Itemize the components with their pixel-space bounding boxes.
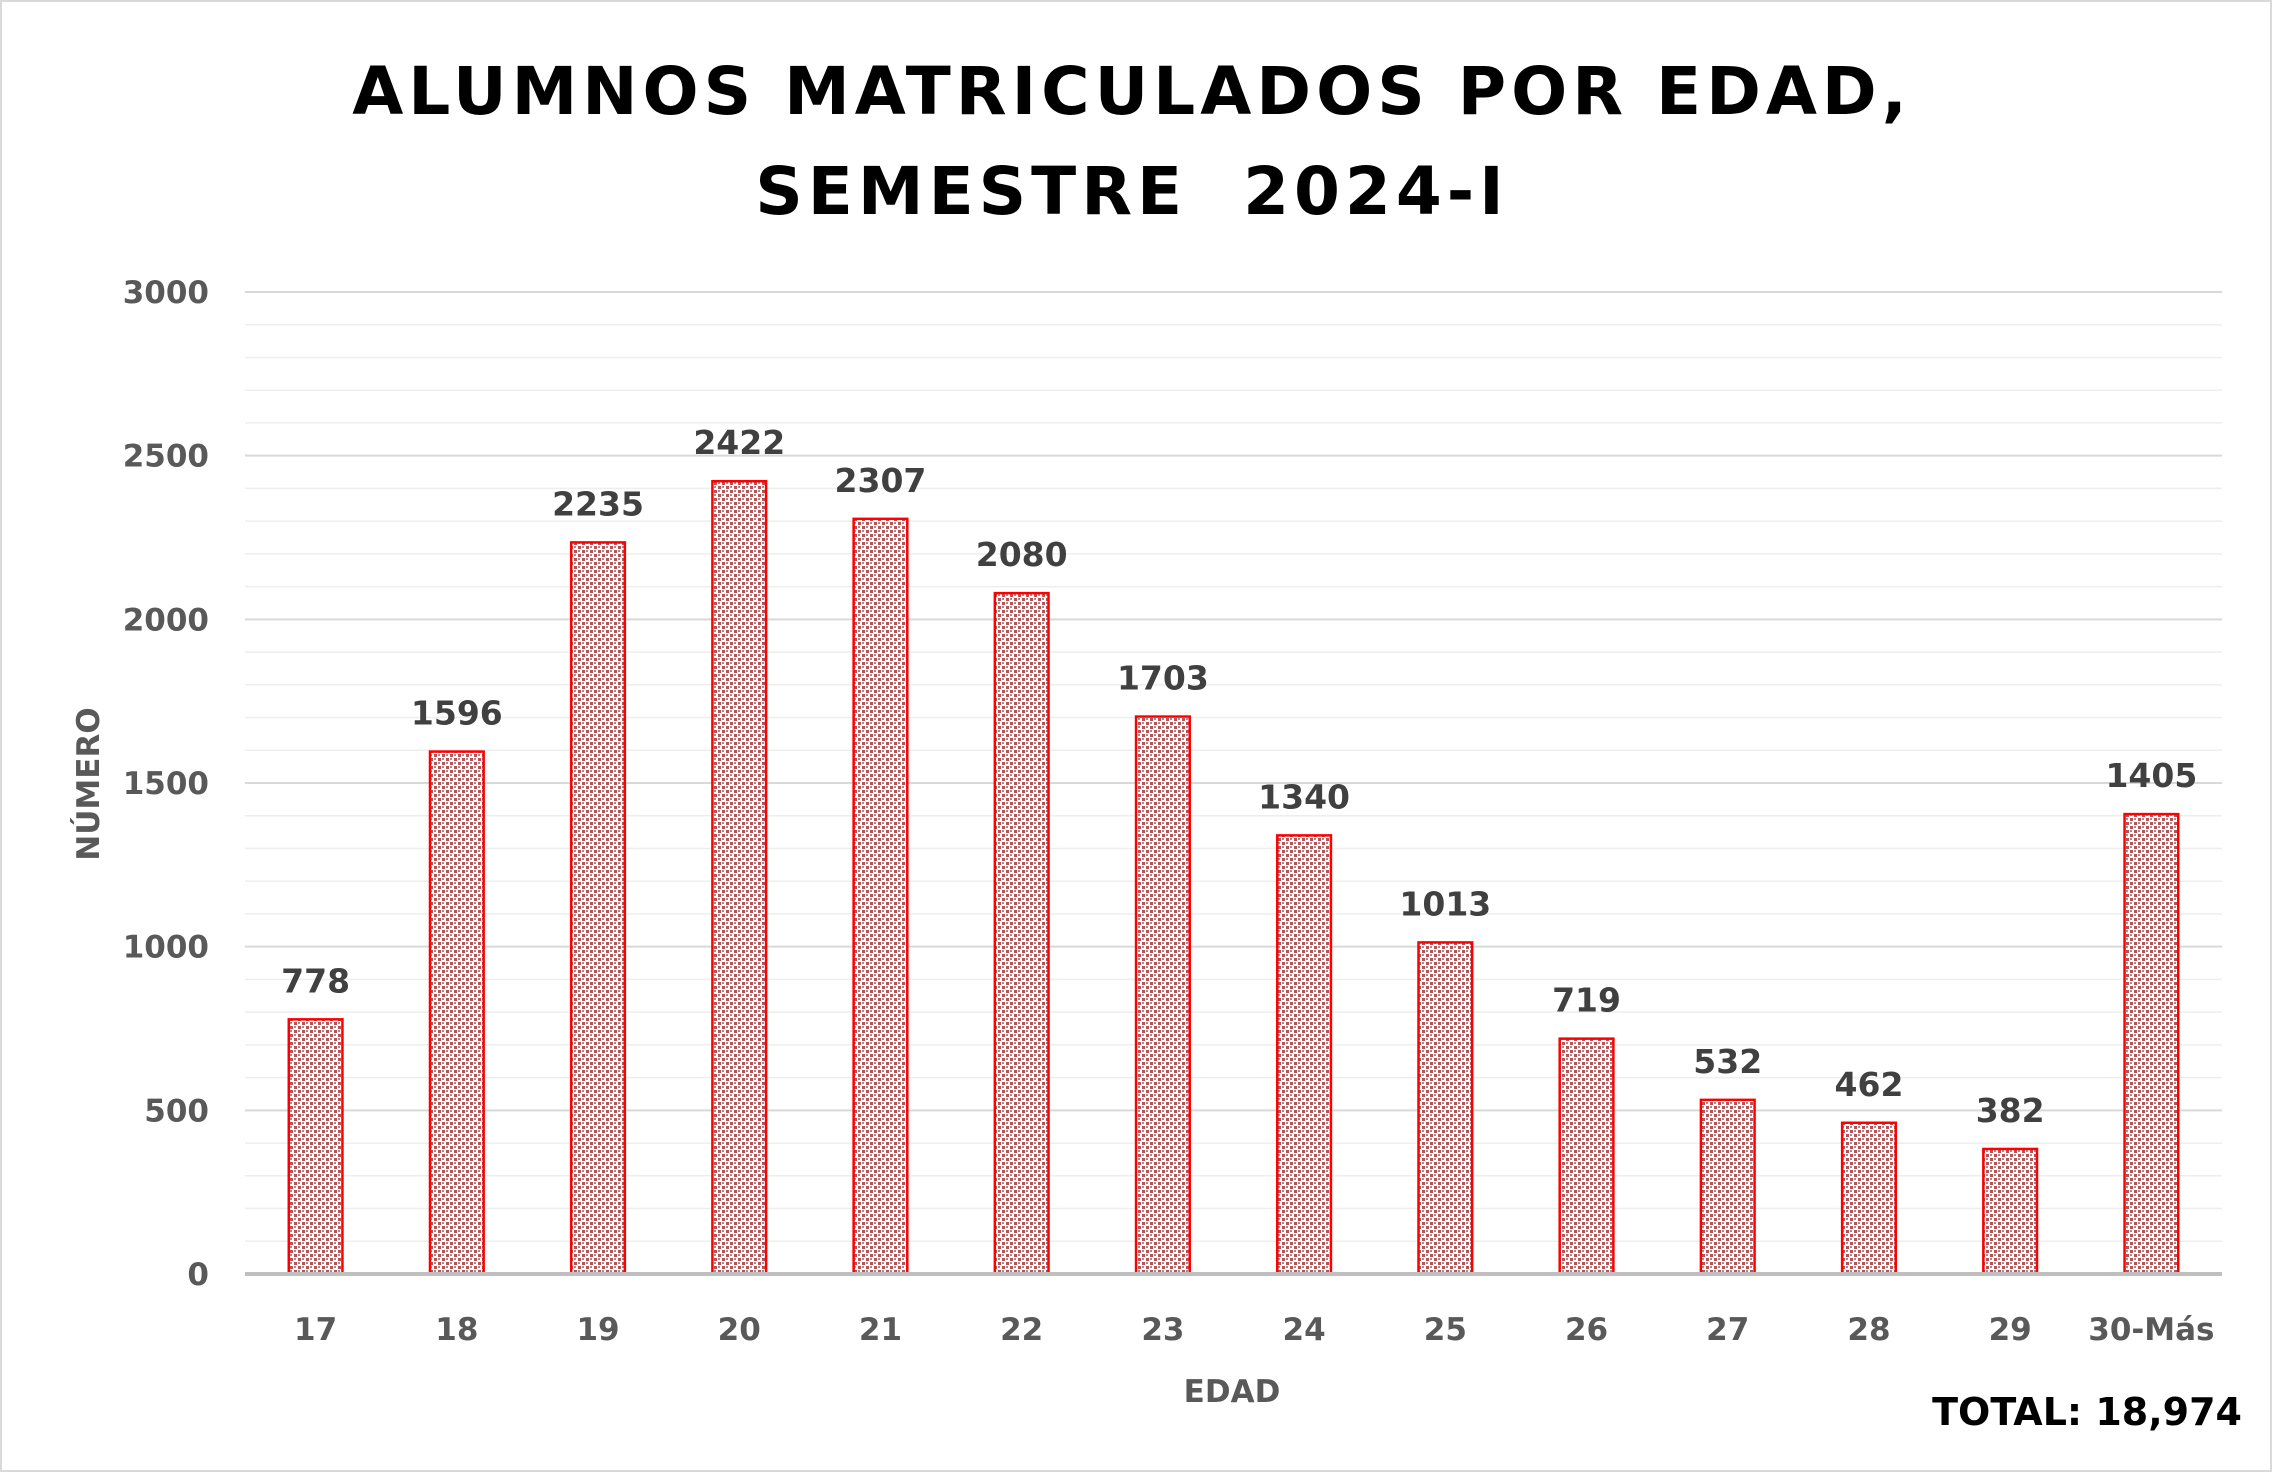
gridlines [245,291,2222,1243]
x-tick-label: 20 [718,1312,761,1348]
bar-30-Más [2123,812,2180,1276]
data-label-24: 1340 [1258,777,1350,816]
x-tick-label: 22 [1000,1312,1043,1348]
chart-title: ALUMNOS MATRICULADOS POR EDAD, SEMESTRE … [352,53,1912,230]
y-tick-label: 0 [187,1257,209,1293]
x-tick-label: 26 [1565,1312,1608,1348]
y-tick-label: 3000 [123,275,209,311]
y-tick-label: 1000 [123,930,209,966]
y-axis-label: NÚMERO [70,707,107,860]
total-label: TOTAL: 18,974 [1932,1390,2242,1434]
x-tick-label: 18 [435,1312,478,1348]
bar-27 [1699,1098,1756,1276]
data-label-30-Más: 1405 [2105,756,2197,795]
data-label-21: 2307 [835,461,927,500]
y-tick-label: 2500 [123,439,209,475]
x-tick-label: 23 [1141,1312,1184,1348]
data-label-23: 1703 [1117,659,1209,698]
y-axis-ticks: 0 500 1000 1500 2000 2500 3000 [123,275,209,1293]
data-label-25: 1013 [1399,884,1491,923]
bar-18 [428,750,485,1276]
data-label-20: 2422 [693,423,785,462]
x-tick-label: 19 [576,1312,619,1348]
x-tick-label: 24 [1283,1312,1326,1348]
y-tick-label: 2000 [123,602,209,638]
data-label-29: 382 [1976,1091,2045,1130]
data-label-18: 1596 [411,694,503,733]
data-label-28: 462 [1835,1065,1904,1104]
x-tick-label: 17 [294,1312,337,1348]
data-label-17: 778 [281,961,350,1000]
x-tick-label: 28 [1847,1312,1890,1348]
x-axis-ticks: 17 18 19 20 21 22 23 24 25 26 27 28 29 30-Más [294,1312,2214,1348]
x-tick-label: 27 [1706,1312,1749,1348]
chart-title-line-2: SEMESTRE 2024-I [755,153,1508,230]
x-tick-label: 21 [859,1312,902,1348]
data-label-27: 532 [1693,1042,1762,1081]
bar-29 [1982,1147,2039,1276]
bar-20 [711,479,768,1276]
x-axis-label: EDAD [1184,1374,1281,1410]
bar-28 [1840,1121,1898,1276]
bar-17 [287,1018,344,1276]
data-label-19: 2235 [552,484,644,523]
data-label-22: 2080 [976,535,1068,574]
bar-21 [852,517,909,1276]
y-tick-label: 500 [144,1093,209,1129]
y-tick-label: 1500 [123,766,209,802]
chart-title-line-1: ALUMNOS MATRICULADOS POR EDAD, [352,53,1912,130]
bar-23 [1134,715,1191,1276]
data-labels: 778 1596 2235 2422 2307 2080 1703 1340 1013 719 53… [281,423,2197,1130]
x-tick-label: 30-Más [2088,1312,2214,1348]
bar-22 [993,591,1050,1276]
data-label-26: 719 [1552,981,1621,1020]
x-tick-label: 29 [1989,1312,2032,1348]
bar-19 [569,541,627,1276]
bar-25 [1417,941,1474,1276]
bars [287,479,2180,1276]
bar-24 [1276,834,1333,1276]
bar-26 [1558,1037,1615,1276]
x-tick-label: 25 [1424,1312,1467,1348]
